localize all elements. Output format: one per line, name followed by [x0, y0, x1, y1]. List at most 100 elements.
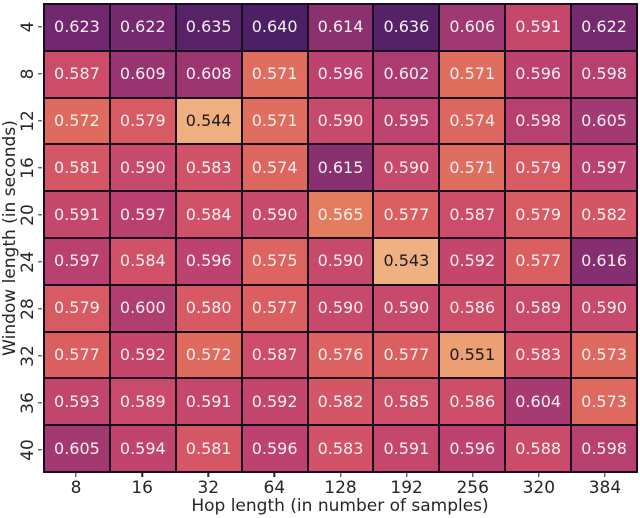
x-axis-title: Hop length (in number of samples) [191, 496, 489, 516]
heatmap-cell-r7c5: 0.577 [373, 331, 440, 379]
heatmap-cell-r5c3: 0.575 [241, 237, 308, 285]
heatmap-cell-r8c7: 0.604 [505, 378, 572, 426]
y-axis-tick-label-4: 4 [18, 21, 38, 32]
y-axis-tick-label-16: 16 [18, 156, 38, 179]
x-tick-mark [604, 473, 606, 477]
heatmap-cell-r6c8: 0.590 [571, 284, 637, 332]
heatmap-cell-r0c8: 0.622 [571, 4, 637, 51]
y-tick-mark [38, 260, 42, 263]
heatmap-cell-r9c4: 0.583 [307, 425, 374, 472]
heatmap-cell-r5c1: 0.584 [109, 237, 176, 285]
y-tick-mark [38, 119, 42, 122]
heatmap-cell-r6c5: 0.590 [373, 284, 440, 332]
heatmap-cell-r2c7: 0.598 [505, 97, 572, 145]
y-tick-mark [38, 72, 42, 75]
heatmap-cell-r6c7: 0.589 [505, 284, 572, 332]
y-tick-mark [38, 307, 42, 310]
heatmap-cell-r2c1: 0.579 [109, 97, 176, 145]
heatmap-cell-r4c0: 0.591 [44, 191, 110, 238]
heatmap-cell-r3c8: 0.597 [571, 144, 637, 192]
y-tick-mark [38, 166, 42, 169]
heatmap-cell-r1c1: 0.609 [109, 50, 176, 98]
heatmap-cell-r2c6: 0.574 [439, 97, 506, 145]
heatmap-cell-r4c2: 0.584 [175, 191, 242, 238]
heatmap-cell-r6c4: 0.590 [307, 284, 374, 332]
heatmap-cell-r3c4: 0.615 [307, 144, 374, 192]
heatmap-cell-r3c7: 0.579 [505, 144, 572, 192]
heatmap-cell-r4c3: 0.590 [241, 191, 308, 238]
heatmap-cell-r7c1: 0.592 [109, 331, 176, 379]
heatmap-cell-r8c4: 0.582 [307, 378, 374, 426]
heatmap-cell-r4c5: 0.577 [373, 191, 440, 238]
x-tick-mark [273, 473, 276, 477]
y-axis-tick-label-28: 28 [18, 297, 38, 320]
heatmap-cell-r2c8: 0.605 [571, 97, 637, 145]
heatmap-cell-r3c0: 0.581 [44, 144, 110, 192]
heatmap-cell-r9c2: 0.581 [175, 425, 242, 472]
y-axis-tick-label-12: 12 [18, 109, 38, 132]
heatmap-cell-r0c7: 0.591 [505, 4, 572, 51]
heatmap-cell-r4c1: 0.597 [109, 191, 176, 238]
heatmap-cell-r9c3: 0.596 [241, 425, 308, 472]
heatmap-cell-r1c6: 0.571 [439, 50, 506, 98]
y-axis-tick-label-40: 40 [18, 438, 38, 461]
heatmap-cell-r6c6: 0.586 [439, 284, 506, 332]
x-axis-tick-label-128: 128 [324, 478, 357, 498]
heatmap-cell-r3c5: 0.590 [373, 144, 440, 192]
heatmap-cell-r9c7: 0.588 [505, 425, 572, 472]
heatmap-cell-r7c0: 0.577 [44, 331, 110, 379]
heatmap-cell-r3c3: 0.574 [241, 144, 308, 192]
heatmap-cell-r1c3: 0.571 [241, 50, 308, 98]
heatmap-cell-r7c8: 0.573 [571, 331, 637, 379]
heatmap-cell-r0c2: 0.635 [175, 4, 242, 51]
x-tick-mark [339, 473, 342, 477]
heatmap-cell-r2c3: 0.571 [241, 97, 308, 145]
heatmap-cell-r8c8: 0.573 [571, 378, 637, 426]
heatmap-cell-r2c2: 0.544 [175, 97, 242, 145]
heatmap-cell-r5c0: 0.597 [44, 237, 110, 285]
heatmap-cell-r5c2: 0.596 [175, 237, 242, 285]
x-axis-tick-label-64: 64 [263, 478, 286, 498]
heatmap-cell-r7c3: 0.587 [241, 331, 308, 379]
y-axis-tick-label-36: 36 [18, 391, 38, 414]
heatmap-cell-r8c5: 0.585 [373, 378, 440, 426]
heatmap-cell-r8c3: 0.592 [241, 378, 308, 426]
heatmap-cell-r8c2: 0.591 [175, 378, 242, 426]
heatmap-cell-r9c0: 0.605 [44, 425, 110, 472]
heatmap-cell-r0c3: 0.640 [241, 4, 308, 51]
heatmap-cell-r2c5: 0.595 [373, 97, 440, 145]
heatmap-cell-r1c5: 0.602 [373, 50, 440, 98]
y-tick-mark [38, 401, 42, 404]
heatmap-cell-r0c0: 0.623 [44, 4, 110, 51]
heatmap-cell-r8c0: 0.593 [44, 378, 110, 426]
heatmap-cell-r6c1: 0.600 [109, 284, 176, 332]
heatmap-cell-r1c4: 0.596 [307, 50, 374, 98]
x-axis-tick-label-192: 192 [390, 478, 423, 498]
heatmap-cell-r6c2: 0.580 [175, 284, 242, 332]
heatmap-cell-r6c0: 0.579 [44, 284, 110, 332]
x-axis-tick-label-384: 384 [588, 478, 622, 498]
heatmap-cell-r7c2: 0.572 [175, 331, 242, 379]
heatmap-cell-r7c4: 0.576 [307, 331, 374, 379]
y-axis-tick-label-24: 24 [18, 250, 38, 273]
heatmap-cell-r7c7: 0.583 [505, 331, 572, 379]
x-tick-mark [538, 473, 540, 477]
heatmap-cell-r9c8: 0.598 [571, 425, 637, 472]
heatmap-cell-r4c7: 0.579 [505, 191, 572, 238]
y-tick-mark [38, 25, 42, 28]
heatmap-cell-r3c6: 0.571 [439, 144, 506, 192]
heatmap-cell-r5c7: 0.577 [505, 237, 572, 285]
heatmap-cell-r4c6: 0.587 [439, 191, 506, 238]
heatmap-cell-r0c1: 0.622 [109, 4, 176, 51]
x-axis-tick-label-256: 256 [456, 478, 489, 498]
x-axis-tick-label-8: 8 [70, 478, 82, 498]
heatmap-cell-r5c4: 0.590 [307, 237, 374, 285]
y-axis-title: Window length (in seconds) [0, 120, 20, 356]
heatmap-cell-r0c6: 0.606 [439, 4, 506, 51]
heatmap-cell-r6c3: 0.577 [241, 284, 308, 332]
heatmap-cell-r9c1: 0.594 [109, 425, 176, 472]
heatmap-cell-r3c2: 0.583 [175, 144, 242, 192]
heatmap-cell-r2c0: 0.572 [44, 97, 110, 145]
heatmap-cell-r5c5: 0.543 [373, 237, 440, 285]
heatmap-cell-r4c8: 0.582 [571, 191, 637, 238]
